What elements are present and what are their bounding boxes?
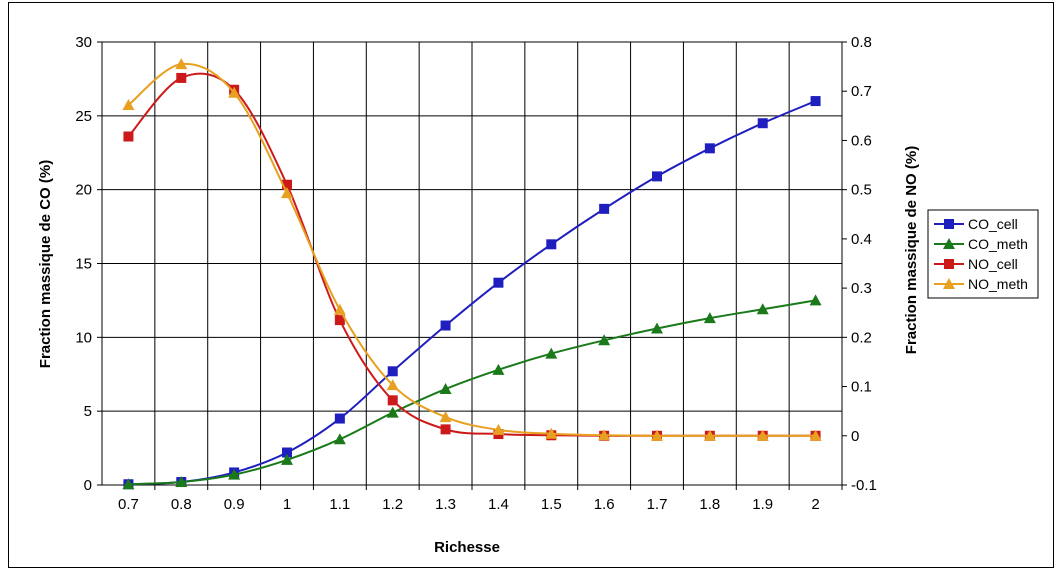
x-tick-label: 0.9 (224, 496, 245, 513)
point-NO_meth (598, 429, 611, 441)
point-CO_cell (282, 447, 292, 458)
point-NO_cell (282, 179, 292, 190)
point-NO_meth (281, 187, 293, 199)
point-CO_meth (439, 383, 452, 395)
point-CO_cell (704, 143, 715, 154)
right-tick-label: 0.8 (851, 34, 872, 51)
point-NO_cell (387, 395, 398, 406)
point-NO_meth (651, 429, 663, 441)
point-CO_meth (333, 433, 346, 445)
series-line-CO_cell (128, 100, 816, 486)
point-CO_cell (810, 96, 821, 107)
point-CO_cell (493, 277, 504, 288)
point-CO_cell (387, 366, 398, 377)
left-tick-label: 0 (84, 477, 92, 494)
x-axis-title: Richesse (434, 539, 500, 556)
chart-frame (8, 2, 1054, 568)
point-NO_meth (228, 86, 241, 98)
point-NO_meth (756, 429, 769, 441)
point-CO_meth (545, 347, 558, 359)
x-tick-label: 1.4 (488, 496, 509, 513)
right-tick-label: 0.5 (851, 182, 872, 199)
point-NO_meth (545, 427, 558, 439)
right-tick-label: 0 (851, 428, 859, 445)
x-tick-label: 0.7 (118, 496, 139, 513)
point-CO_meth (386, 406, 399, 418)
point-CO_cell (440, 320, 451, 331)
point-NO_meth (122, 99, 135, 111)
point-CO_cell (334, 413, 345, 424)
point-NO_cell (440, 424, 451, 435)
x-tick-label: 1.1 (329, 496, 350, 513)
point-NO_meth (809, 429, 822, 441)
x-tick-label: 1.5 (541, 496, 562, 513)
left-tick-label: 20 (75, 182, 92, 199)
left-tick-label: 25 (75, 108, 92, 125)
left-tick-label: 30 (75, 34, 92, 51)
point-CO_cell (546, 239, 557, 250)
point-CO_meth (492, 363, 505, 375)
x-tick-label: 1.8 (699, 496, 720, 513)
legend-swatch-marker (943, 238, 955, 249)
right-tick-label: 0.2 (851, 329, 872, 346)
left-tick-label: 10 (75, 329, 92, 346)
x-tick-label: 1.9 (752, 496, 773, 513)
legend: CO_cell CO_meth NO_cell NO_meth (927, 209, 1039, 299)
point-NO_meth (386, 379, 399, 391)
right-tick-label: 0.4 (851, 231, 872, 248)
right-axis-title: Fraction massique de NO (%) (903, 146, 920, 354)
point-CO_meth (175, 476, 188, 488)
legend-swatch-marker (944, 259, 954, 269)
legend-entry: NO_cell (968, 256, 1018, 272)
point-CO_cell (757, 118, 768, 129)
left-axis-ticks: 0 5 10 15 20 25 30 (75, 34, 102, 494)
point-NO_meth (703, 429, 716, 441)
point-NO_meth (175, 58, 188, 70)
point-NO_cell (123, 131, 134, 142)
point-NO_cell (176, 72, 187, 83)
left-axis-title: Fraction massique de CO (%) (37, 160, 54, 368)
legend-entry: CO_meth (968, 236, 1028, 252)
point-CO_meth (756, 303, 769, 315)
point-CO_meth (703, 312, 716, 324)
series-layer (122, 58, 822, 490)
right-axis-ticks: -0.1 0 0.1 0.2 0.3 0.4 0.5 0.6 0.7 0.8 (842, 34, 877, 494)
x-tick-label: 1.2 (382, 496, 403, 513)
left-tick-label: 5 (84, 403, 92, 420)
point-CO_meth (228, 468, 241, 480)
left-tick-label: 15 (75, 256, 92, 273)
right-tick-label: 0.6 (851, 132, 872, 149)
series-line-CO_meth (128, 299, 816, 486)
point-CO_meth (281, 453, 293, 465)
right-tick-label: 0.7 (851, 83, 872, 100)
point-CO_cell (652, 171, 662, 182)
legend-entry: CO_cell (968, 216, 1018, 232)
x-tick-label: 1.3 (435, 496, 456, 513)
x-tick-label: 1 (283, 496, 291, 513)
point-NO_cell (334, 315, 345, 326)
point-NO_meth (439, 411, 452, 423)
grid (102, 41, 842, 486)
legend-swatch-marker (944, 219, 954, 229)
point-CO_cell (599, 203, 610, 214)
right-tick-label: -0.1 (851, 477, 877, 494)
point-CO_meth (122, 478, 135, 490)
right-tick-label: 0.3 (851, 280, 872, 297)
point-CO_meth (598, 334, 611, 346)
point-NO_meth (333, 303, 346, 315)
point-CO_meth (651, 322, 663, 334)
x-axis-ticks: 0.7 0.8 0.9 1 1.1 1.2 1.3 1.4 1.5 1.6 1.7 1.8 1.9 2 (118, 485, 843, 513)
x-tick-label: 2 (811, 496, 819, 513)
right-tick-label: 0.1 (851, 379, 872, 396)
series-NO_meth (122, 58, 822, 441)
point-NO_meth (492, 423, 505, 435)
x-tick-label: 0.8 (171, 496, 192, 513)
legend-swatch-marker (943, 278, 955, 289)
point-CO_meth (809, 294, 822, 306)
x-tick-label: 1.6 (594, 496, 615, 513)
series-CO_meth (122, 294, 822, 490)
legend-entry: NO_meth (968, 276, 1028, 292)
x-tick-label: 1.7 (647, 496, 668, 513)
